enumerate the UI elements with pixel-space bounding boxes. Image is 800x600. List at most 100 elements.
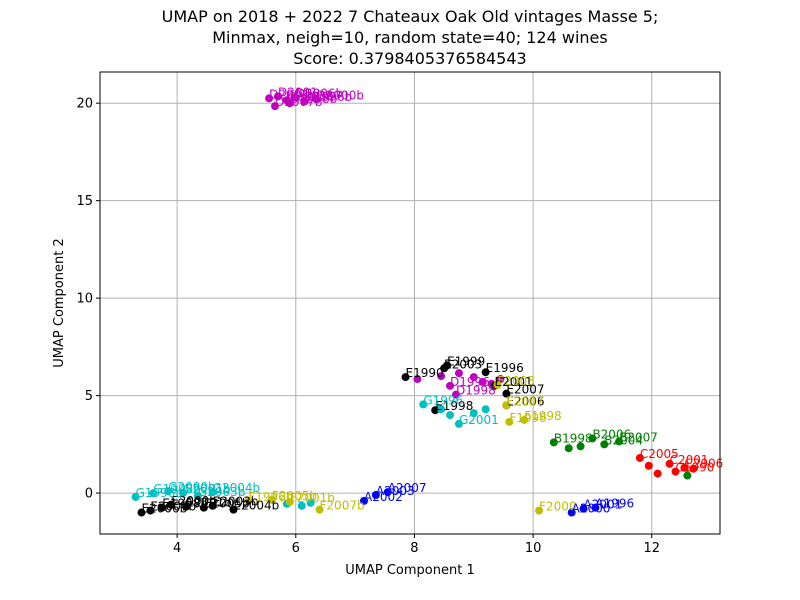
data-point xyxy=(564,444,573,453)
x-tick-label: 10 xyxy=(525,541,542,556)
data-point xyxy=(446,381,455,390)
point-label: E2006 xyxy=(506,394,544,408)
data-point xyxy=(576,442,585,451)
data-point xyxy=(182,502,191,511)
point-label: B2004 xyxy=(604,433,643,447)
point-label: E1998b xyxy=(162,497,208,511)
data-point xyxy=(146,506,155,515)
data-point xyxy=(689,464,698,473)
data-point xyxy=(454,419,463,428)
data-point xyxy=(493,380,502,389)
point-label: A2002 xyxy=(364,490,403,504)
point-label: A2003 xyxy=(376,484,415,498)
point-label: F1996 xyxy=(509,411,546,425)
point-label: A2001 xyxy=(584,498,623,512)
point-label: C2005 xyxy=(640,447,679,461)
point-label: D1998b xyxy=(290,92,337,106)
title-line-3: Score: 0.3798405376584543 xyxy=(293,49,526,68)
data-point xyxy=(360,496,369,505)
point-label: G2004b xyxy=(213,481,260,495)
point-label: G2001b xyxy=(183,482,230,496)
point-label: F1996b xyxy=(248,490,293,504)
point-label: G2003b xyxy=(198,485,245,499)
point-label: D2001 xyxy=(278,85,318,99)
point-label: F2005b xyxy=(272,489,317,503)
data-point xyxy=(244,496,253,505)
x-axis-label: UMAP Component 1 xyxy=(345,563,474,578)
data-point xyxy=(285,99,294,108)
data-point xyxy=(199,503,208,512)
data-point xyxy=(549,438,558,447)
point-label: E2007b xyxy=(150,500,196,514)
data-point xyxy=(273,92,282,101)
data-point xyxy=(268,495,277,504)
data-point xyxy=(300,97,309,106)
data-point xyxy=(208,488,217,497)
data-point xyxy=(179,489,188,498)
data-point xyxy=(312,95,321,104)
point-label: E2006b xyxy=(142,502,188,516)
point-label: D1996 xyxy=(450,375,490,389)
axis-ticks: 4 6 8 10 12 0 5 10 15 20 xyxy=(76,97,660,556)
point-label: E2003b xyxy=(213,495,259,509)
point-label: E2001b xyxy=(186,496,232,510)
point-label: D2005b xyxy=(287,89,334,103)
point-label: F2003 xyxy=(498,374,535,388)
data-point xyxy=(285,497,294,506)
point-label: D2000b xyxy=(317,88,364,102)
point-label: C2006 xyxy=(684,457,723,471)
y-tick-label: 20 xyxy=(76,97,93,112)
title-line-2: Minmax, neigh=10, random state=40; 124 w… xyxy=(212,28,607,47)
data-point xyxy=(167,500,176,509)
data-point xyxy=(469,373,478,382)
point-label: E1996 xyxy=(486,361,524,375)
point-label: D2004b xyxy=(269,87,316,101)
point-label: F2007b xyxy=(320,499,365,513)
point-label: D2006b xyxy=(296,86,343,100)
point-label: A2000 xyxy=(572,502,611,516)
data-point xyxy=(149,489,158,498)
data-point xyxy=(291,93,300,102)
data-points xyxy=(131,92,698,517)
point-label: B2006 xyxy=(592,427,631,441)
title-line-1: UMAP on 2018 + 2022 7 Chateaux Oak Old v… xyxy=(162,7,659,26)
data-point xyxy=(520,415,529,424)
data-point xyxy=(680,463,689,472)
point-label: E1999 xyxy=(447,354,485,368)
data-point xyxy=(158,503,167,512)
data-point xyxy=(193,491,202,500)
data-point xyxy=(401,373,410,382)
x-tick-label: 4 xyxy=(173,541,181,556)
point-label: G1996 xyxy=(423,393,463,407)
point-label: A1996 xyxy=(595,497,634,511)
x-tick-label: 8 xyxy=(410,541,418,556)
point-label: E2003 xyxy=(444,357,482,371)
point-label: F2001b xyxy=(290,491,335,505)
data-point xyxy=(437,405,446,414)
point-label: G2000b xyxy=(168,480,215,494)
grid-lines xyxy=(100,72,720,534)
point-label: B1998 xyxy=(554,431,593,445)
data-point xyxy=(454,369,463,378)
point-label: D1996b xyxy=(305,90,352,104)
point-label: B2007 xyxy=(619,430,658,444)
data-point xyxy=(591,503,600,512)
data-point xyxy=(371,491,380,500)
point-label: F1998 xyxy=(524,409,561,423)
data-point xyxy=(451,390,460,399)
data-point xyxy=(437,372,446,381)
point-label: G1996b xyxy=(136,486,183,500)
data-point xyxy=(131,492,140,501)
point-label: E1990 xyxy=(406,366,444,380)
point-labels: D2004bD2001D2005bD2006bD1996bD2007bD1998… xyxy=(136,85,724,515)
chart-title: UMAP on 2018 + 2022 7 Chateaux Oak Old v… xyxy=(162,7,659,68)
data-point xyxy=(502,389,511,398)
data-point xyxy=(635,453,644,462)
y-tick-label: 0 xyxy=(85,487,93,502)
data-point xyxy=(505,417,514,426)
data-point xyxy=(478,377,487,386)
data-point xyxy=(164,487,173,496)
point-label: D2007b xyxy=(275,95,322,109)
data-point xyxy=(413,375,422,384)
